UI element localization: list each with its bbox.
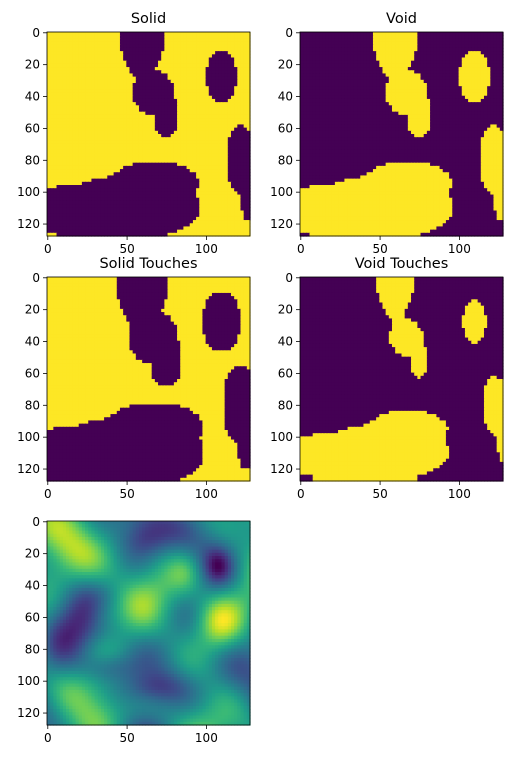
heatmap-image — [47, 32, 251, 237]
y-tick-label: 20 — [25, 58, 40, 72]
x-tick-label: 50 — [119, 242, 134, 256]
y-tick-label: 0 — [32, 26, 40, 40]
panel-title: Solid — [131, 11, 166, 27]
y-tick-label: 80 — [25, 153, 40, 167]
y-tick-label: 120 — [17, 217, 40, 231]
panel-void: 0 50 100020406080100120Void — [270, 11, 504, 256]
heatmap-image — [300, 32, 504, 237]
x-tick-label: 100 — [195, 242, 218, 256]
y-tick-label: 60 — [25, 121, 40, 135]
y-tick-label: 100 — [17, 185, 40, 199]
panel-solid: 0 50 100 0 20 40 60 80 100 120 Solid — [17, 11, 251, 256]
y-tick-label: 40 — [25, 90, 40, 104]
x-tick-label: 0 — [44, 242, 52, 256]
